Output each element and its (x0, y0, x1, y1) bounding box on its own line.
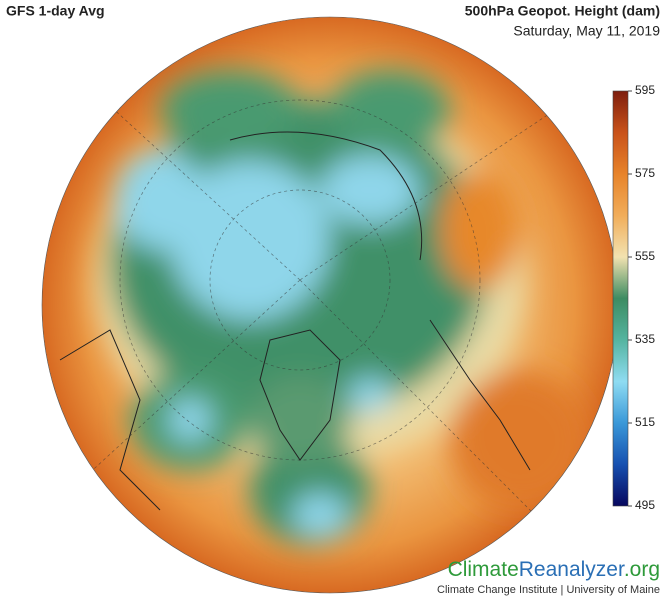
colorbar-tick-label: 555 (635, 249, 655, 263)
colorbar-tick-label: 575 (635, 166, 655, 180)
globe (42, 17, 618, 593)
date: Saturday, May 11, 2019 (513, 23, 660, 39)
colorbar-fill (612, 90, 629, 507)
colorbar: 595 575 555 535 515 495 (612, 83, 655, 512)
colorbar-tick-label: 515 (635, 415, 655, 429)
credit: Climate Change Institute | University of… (437, 584, 660, 596)
brand: ClimateReanalyzer.org (448, 558, 660, 581)
brand-part: Reanalyzer (519, 558, 625, 581)
colorbar-tick-label: 535 (635, 332, 655, 346)
colorbar-tick-label: 495 (635, 498, 655, 512)
colorbar-tick-label: 595 (635, 83, 655, 97)
brand-part: .org (624, 558, 660, 581)
title: GFS 1-day Avg (6, 3, 105, 19)
variable: 500hPa Geopot. Height (dam) (465, 3, 660, 19)
brand-part: Climate (448, 558, 519, 581)
